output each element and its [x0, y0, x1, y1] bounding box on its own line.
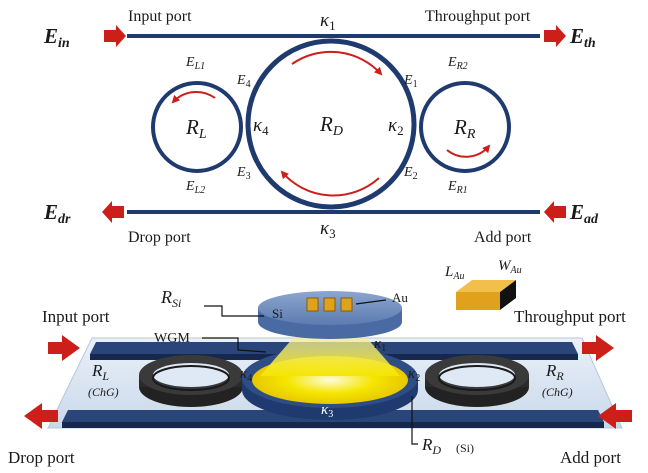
bottom-illustration: RSi Si Au WGM LAu WAu Input port Through… [8, 258, 632, 467]
circulation-arrow-center-bottom [280, 170, 380, 197]
e-ad-label: Ead [569, 200, 599, 227]
top-add-port-label: Add port [474, 229, 532, 246]
light-pedestal [260, 330, 400, 376]
au-label: Au [392, 290, 408, 305]
top-rl-label: RL [185, 115, 207, 142]
ring-right-chg [425, 355, 529, 407]
e-dr-arrow [102, 201, 124, 223]
bottom-drop-port-label: Drop port [8, 448, 75, 467]
si-disk [258, 291, 402, 339]
rsi-label: RSi [160, 287, 181, 310]
bottom-add-arrow [598, 403, 632, 429]
circulation-arrow-right [446, 144, 491, 158]
top-throughput-port-label: Throughput port [425, 8, 531, 25]
bottom-rd-si-label: (Si) [456, 441, 474, 455]
el2-label: EL2 [185, 179, 205, 196]
el1-label: EL1 [185, 55, 205, 72]
bottom-kappa2-label: κ2 [408, 366, 420, 384]
e-in-arrow [104, 25, 126, 47]
top-kappa1-label: κ1 [320, 10, 336, 33]
bottom-throughput-port-label: Throughput port [514, 307, 626, 326]
si-label: Si [272, 306, 283, 321]
ring-left [151, 81, 243, 173]
w-au-label: WAu [498, 258, 522, 276]
bottom-rr-label: RR [545, 361, 564, 383]
wgm-label: WGM [154, 331, 190, 346]
bottom-kappa3-label: κ3 [321, 402, 333, 420]
bottom-bottom-waveguide-face [62, 422, 604, 428]
e4-label: E4 [236, 73, 251, 90]
circulation-arrow-left [171, 90, 216, 104]
bottom-kappa4-label: κ4 [240, 366, 252, 384]
top-input-port-label: Input port [128, 8, 192, 25]
e2-label: E2 [403, 165, 418, 182]
rd-leader [411, 396, 418, 445]
wgm-leader [202, 337, 267, 353]
bottom-rr-chg-label: (ChG) [542, 385, 573, 399]
rsi-leader [204, 305, 264, 317]
top-kappa4-label: κ4 [253, 115, 269, 138]
au-pads [306, 297, 353, 312]
er1-label: ER1 [447, 179, 468, 196]
e3-label: E3 [236, 165, 251, 182]
e-th-arrow [544, 25, 566, 47]
top-rr-label: RR [453, 115, 476, 142]
bottom-input-arrow [48, 335, 80, 361]
e-dr-label: Edr [43, 200, 71, 227]
bottom-rd-label: RD [421, 435, 441, 457]
e-in-label: Ein [43, 24, 70, 51]
ring-right [419, 81, 511, 173]
top-kappa3-label: κ3 [320, 218, 336, 241]
l-au-label: LAu [444, 264, 464, 282]
er2-label: ER2 [447, 55, 468, 72]
ring-center [245, 38, 417, 210]
bottom-rl-label: RL [91, 361, 109, 383]
au-leader [355, 299, 387, 305]
bottom-add-port-label: Add port [560, 448, 621, 467]
bottom-drop-arrow [24, 403, 58, 429]
bottom-rl-chg-label: (ChG) [88, 385, 119, 399]
e-ad-arrow [544, 201, 566, 223]
top-drop-port-label: Drop port [128, 229, 191, 246]
top-kappa2-label: κ2 [388, 115, 404, 138]
bottom-input-port-label: Input port [42, 307, 110, 326]
au-block-icon [456, 280, 516, 310]
ring-left-chg [139, 355, 243, 407]
circulation-arrow-center-top [291, 50, 383, 76]
e1-label: E1 [403, 73, 418, 90]
top-rd-label: RD [319, 112, 343, 139]
e-th-label: Eth [569, 24, 596, 51]
bottom-kappa1-label: κ1 [374, 336, 386, 354]
top-schematic: Ein Eth Edr Ead Input port Throughput po… [43, 8, 599, 246]
bottom-throughput-arrow [582, 335, 614, 361]
